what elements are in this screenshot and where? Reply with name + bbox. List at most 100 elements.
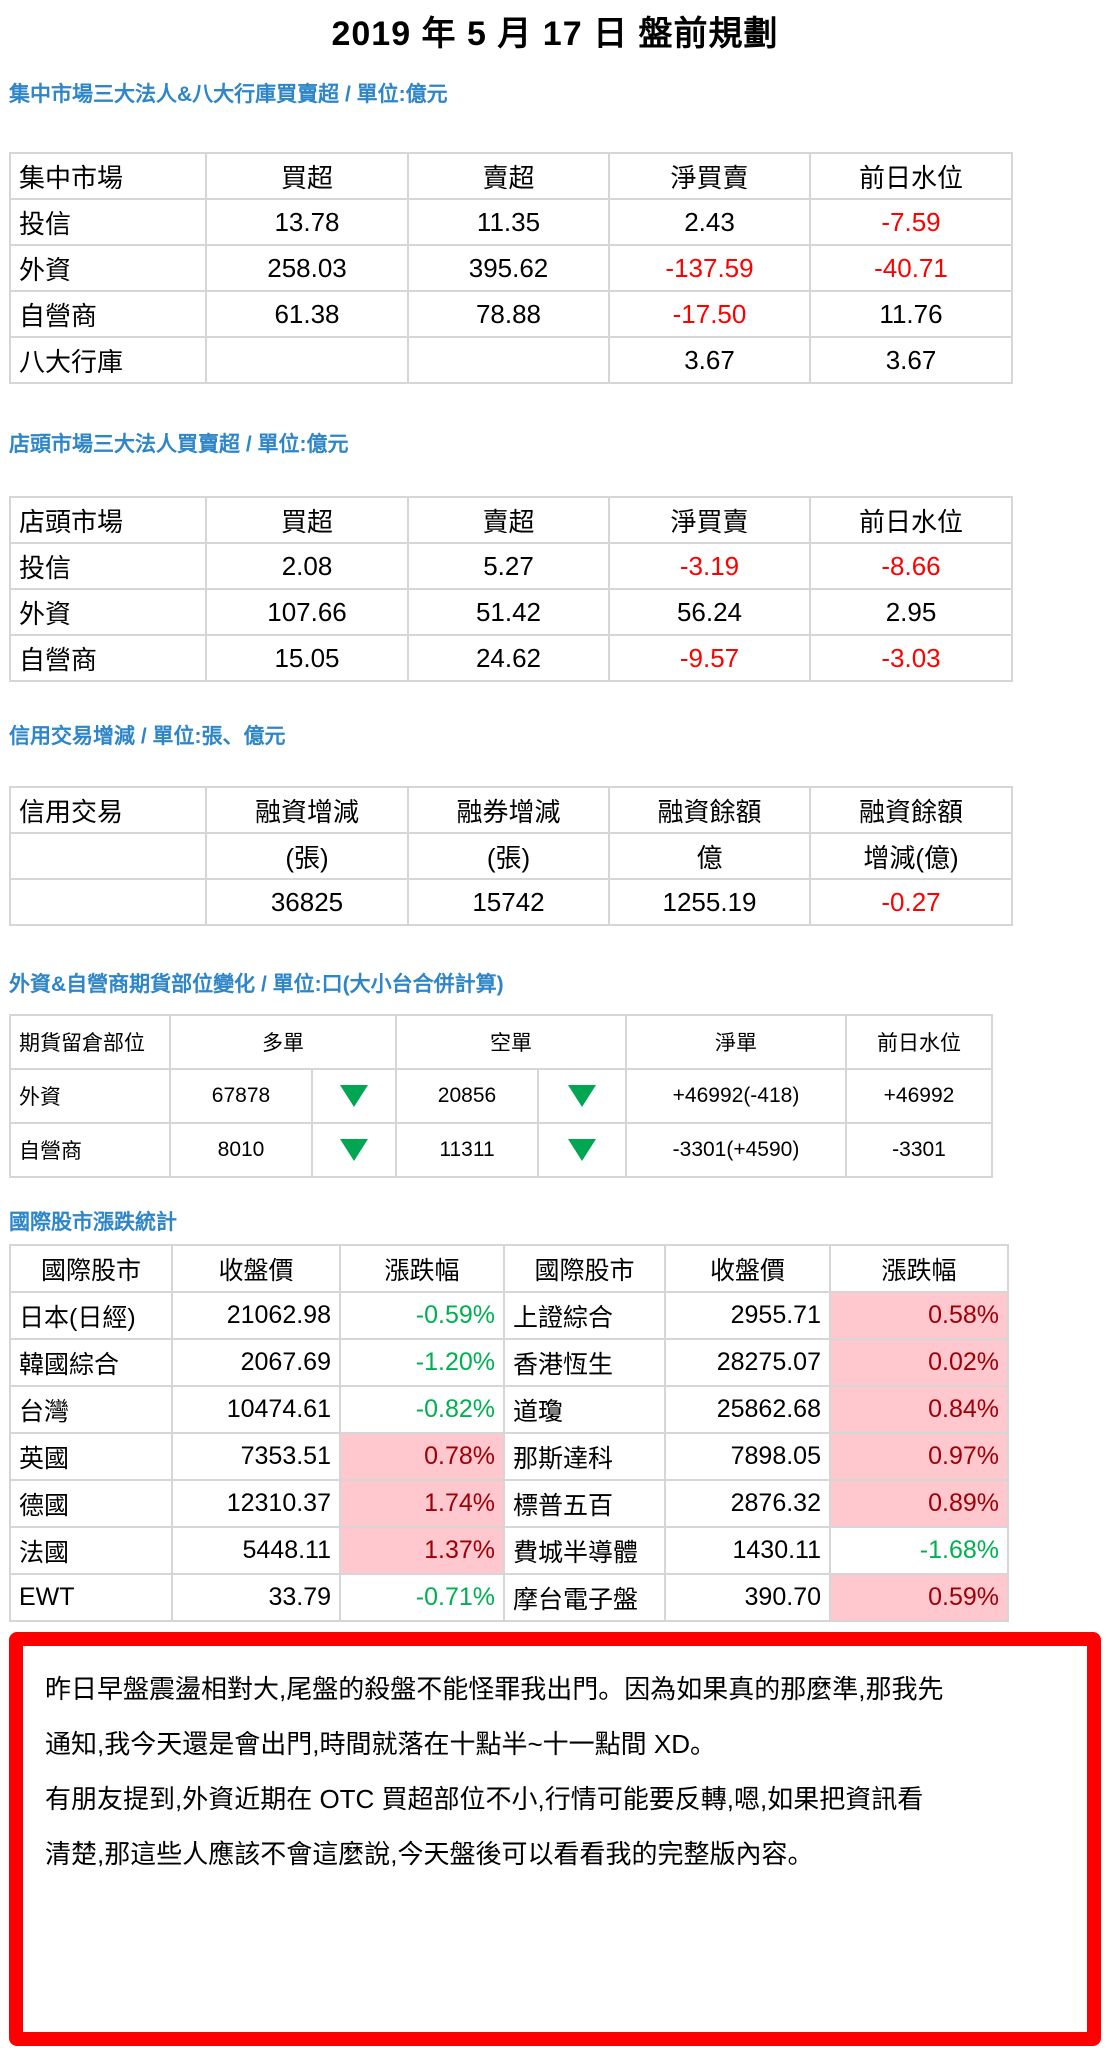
table-row: 德國 12310.37 1.74% 標普五百 2876.32 0.89% bbox=[9, 1479, 1009, 1528]
cell: +46992(-418) bbox=[625, 1068, 847, 1124]
cell: -0.82% bbox=[339, 1385, 505, 1434]
cell bbox=[311, 1122, 397, 1178]
cell bbox=[205, 336, 409, 384]
cell: 25862.68 bbox=[664, 1385, 831, 1434]
table-row: (張) (張) 億增減(億) bbox=[9, 832, 1013, 880]
header-cell: 店頭市場 bbox=[9, 496, 207, 544]
cell: 33.79 bbox=[171, 1573, 341, 1622]
section-concentrated-market: 集中市場三大法人&八大行庫買賣超 / 單位:億元集中市場 買超 賣超 淨買賣 前日水位投… bbox=[9, 82, 1101, 384]
cell: -9.57 bbox=[608, 634, 811, 682]
table-header-row: 國際股市 收盤價 漲跌幅 國際股市 收盤價 漲跌幅 bbox=[9, 1244, 1009, 1293]
cell: 28275.07 bbox=[664, 1338, 831, 1387]
header-cell: 融券增減 bbox=[407, 786, 610, 834]
cell: 2.43 bbox=[608, 198, 811, 246]
cell: -8.66 bbox=[809, 542, 1013, 590]
cell: 2955.71 bbox=[664, 1291, 831, 1340]
header-cell: 國際股市 bbox=[9, 1244, 173, 1293]
cell: 13.78 bbox=[205, 198, 409, 246]
header-cell: 前日水位 bbox=[845, 1014, 993, 1070]
table-row: 法國 5448.11 1.37% 費城半導體 1430.11 -1.68% bbox=[9, 1526, 1009, 1575]
cell: 投信 bbox=[9, 542, 207, 590]
cell: 1430.11 bbox=[664, 1526, 831, 1575]
cell: -137.59 bbox=[608, 244, 811, 292]
header-cell: 買超 bbox=[205, 496, 409, 544]
header-cell: 賣超 bbox=[407, 496, 610, 544]
cell: 56.24 bbox=[608, 588, 811, 636]
commentary-text: 昨日早盤震盪相對大,尾盤的殺盤不能怪罪我出門。因為如果真的那麼準,那我先 通知,我… bbox=[45, 1662, 1065, 1882]
table-row: 36825 15742 1255.19 -0.27 bbox=[9, 878, 1013, 926]
cell bbox=[537, 1122, 627, 1178]
table-row: 投信 13.78 11.35 2.43 -7.59 bbox=[9, 198, 1013, 246]
header-cell: 信用交易 bbox=[9, 786, 207, 834]
cell bbox=[407, 336, 610, 384]
cell: 0.97% bbox=[829, 1432, 1009, 1481]
commentary-line: 通知,我今天還是會出門,時間就落在十點半~十一點間 XD。 bbox=[45, 1729, 716, 1759]
cell: 億 bbox=[608, 832, 811, 880]
cell: 自營商 bbox=[9, 290, 207, 338]
header-cell: 收盤價 bbox=[171, 1244, 341, 1293]
cell: 0.59% bbox=[829, 1573, 1009, 1622]
cell: 日本(日經) bbox=[9, 1291, 173, 1340]
cell: 八大行庫 bbox=[9, 336, 207, 384]
cell: -0.27 bbox=[809, 878, 1013, 926]
table-row: 八大行庫 3.67 3.67 bbox=[9, 336, 1013, 384]
header-cell: 融資餘額 bbox=[809, 786, 1013, 834]
cell: 摩台電子盤 bbox=[503, 1573, 666, 1622]
header-cell: 淨單 bbox=[625, 1014, 847, 1070]
header-cell: 期貨留倉部位 bbox=[9, 1014, 171, 1070]
cell: 香港恆生 bbox=[503, 1338, 666, 1387]
table-row: 台灣 10474.61 -0.82% 道瓊 25862.68 0.84% bbox=[9, 1385, 1009, 1434]
cell: 7353.51 bbox=[171, 1432, 341, 1481]
table-row: 韓國綜合 2067.69 -1.20% 香港恆生 28275.07 0.02% bbox=[9, 1338, 1009, 1387]
cell: -3.19 bbox=[608, 542, 811, 590]
table-row: 投信 2.08 5.27 -3.19 -8.66 bbox=[9, 542, 1013, 590]
cell: 上證綜合 bbox=[503, 1291, 666, 1340]
cell: 德國 bbox=[9, 1479, 173, 1528]
header-cell: 前日水位 bbox=[809, 496, 1013, 544]
header-cell: 賣超 bbox=[407, 152, 610, 200]
table-row: 自營商 61.38 78.88 -17.50 11.76 bbox=[9, 290, 1013, 338]
commentary-line: 昨日早盤震盪相對大,尾盤的殺盤不能怪罪我出門。因為如果真的那麼準,那我先 bbox=[45, 1674, 944, 1704]
commentary-line: 清楚,那這些人應該不會這麼說,今天盤後可以看看我的完整版內容。 bbox=[45, 1839, 814, 1869]
section-title-margin-trading: 信用交易增減 / 單位:張、億元 bbox=[9, 725, 286, 748]
cell: +46992 bbox=[845, 1068, 993, 1124]
cell: 費城半導體 bbox=[503, 1526, 666, 1575]
cell: 0.78% bbox=[339, 1432, 505, 1481]
table-row: 英國 7353.51 0.78% 那斯達科 7898.05 0.97% bbox=[9, 1432, 1009, 1481]
cell: -0.71% bbox=[339, 1573, 505, 1622]
cell: 7898.05 bbox=[664, 1432, 831, 1481]
cell: 外資 bbox=[9, 588, 207, 636]
section-title-concentrated-market: 集中市場三大法人&八大行庫買賣超 / 單位:億元 bbox=[9, 83, 448, 106]
cell: 2067.69 bbox=[171, 1338, 341, 1387]
header-cell: 空單 bbox=[395, 1014, 627, 1070]
cell: 1.74% bbox=[339, 1479, 505, 1528]
cell: 0.84% bbox=[829, 1385, 1009, 1434]
cell: 3.67 bbox=[608, 336, 811, 384]
cell bbox=[311, 1068, 397, 1124]
cell: 107.66 bbox=[205, 588, 409, 636]
header-cell: 融資增減 bbox=[205, 786, 409, 834]
cell: 外資 bbox=[9, 244, 207, 292]
table-otc-market: 店頭市場 買超 賣超 淨買賣 前日水位 投信 2.08 5.27 -3.19 -8.66 外資 107… bbox=[9, 496, 1013, 682]
cell: 自營商 bbox=[9, 634, 207, 682]
cell: 67878 bbox=[169, 1068, 313, 1124]
cell: -40.71 bbox=[809, 244, 1013, 292]
cell: 8010 bbox=[169, 1122, 313, 1178]
page-title: 2019 年 5 月 17 日 盤前規劃 bbox=[331, 15, 779, 53]
commentary-line: 有朋友提到,外資近期在 OTC 買超部位不小,行情可能要反轉,嗯,如果把資訊看 bbox=[45, 1784, 924, 1814]
cell: 390.70 bbox=[664, 1573, 831, 1622]
table-header-row: 集中市場 買超 賣超 淨買賣 前日水位 bbox=[9, 152, 1013, 200]
cell: 51.42 bbox=[407, 588, 610, 636]
header-cell: 前日水位 bbox=[809, 152, 1013, 200]
cell: 那斯達科 bbox=[503, 1432, 666, 1481]
cell: 外資 bbox=[9, 1068, 171, 1124]
cell: -3.03 bbox=[809, 634, 1013, 682]
cell: 258.03 bbox=[205, 244, 409, 292]
table-row: 自營商 15.05 24.62 -9.57 -3.03 bbox=[9, 634, 1013, 682]
cell: 韓國綜合 bbox=[9, 1338, 173, 1387]
table-row: 外資 258.03 395.62 -137.59 -40.71 bbox=[9, 244, 1013, 292]
table-row: 自營商 8010 11311 -3301(+4590) -3301 bbox=[9, 1122, 993, 1178]
cell: 5.27 bbox=[407, 542, 610, 590]
cell: 2.08 bbox=[205, 542, 409, 590]
table-header-row: 期貨留倉部位 多單 空單 淨單 前日水位 bbox=[9, 1014, 993, 1070]
